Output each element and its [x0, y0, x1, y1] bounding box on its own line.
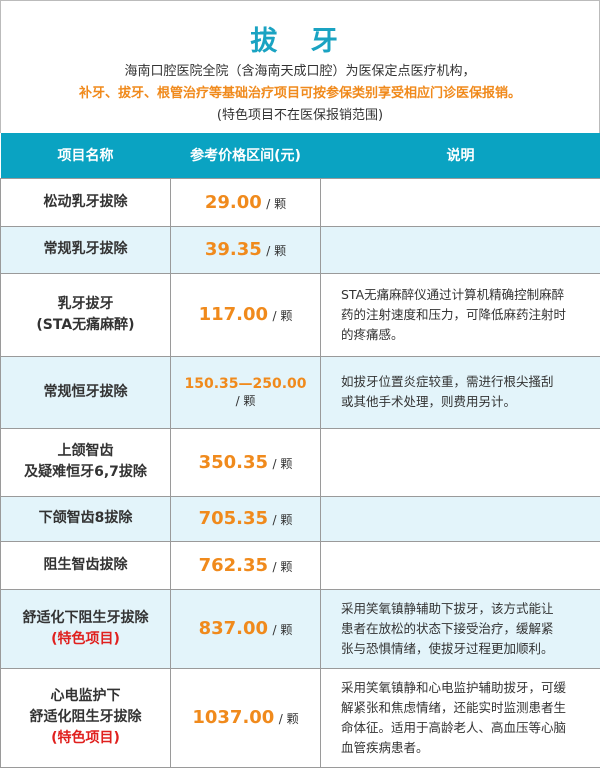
item-name: 阻生智齿拔除	[1, 555, 170, 576]
desc-line: 如拔牙位置炎症较重，需进行根尖搔刮	[341, 372, 588, 392]
item-name: (STA无痛麻醉)	[1, 315, 170, 336]
price-cell: 762.35 / 颗	[171, 541, 321, 589]
description-cell	[321, 178, 600, 226]
table-header: 项目名称 参考价格区间(元) 说明	[1, 133, 600, 178]
item-name: 常规乳牙拔除	[1, 239, 170, 260]
price-value: 39.35	[205, 239, 262, 260]
item-name: 及疑难恒牙6,7拔除	[1, 462, 170, 483]
desc-line: 或其他手术处理，则费用另计。	[341, 392, 588, 412]
featured-tag: (特色项目)	[1, 629, 170, 650]
item-name: 乳牙拔牙	[1, 294, 170, 315]
featured-tag: (特色项目)	[1, 728, 170, 749]
price-value: 29.00	[205, 192, 262, 213]
insurance-note: 补牙、拔牙、根管治疗等基础治疗项目可按参保类别享受相应门诊医保报销。	[1, 83, 599, 105]
description-cell: 如拔牙位置炎症较重，需进行根尖搔刮或其他手术处理，则费用另计。	[321, 356, 600, 428]
item-name-cell: 松动乳牙拔除	[1, 178, 171, 226]
page-title: 拔 牙	[1, 1, 599, 61]
table-row: 舒适化下阻生牙拔除(特色项目)837.00 / 颗采用笑氧镇静辅助下拔牙，该方式…	[1, 589, 600, 668]
price-value: 350.35	[199, 452, 268, 473]
price-value: 150.35—250.00	[184, 376, 306, 392]
price-cell: 837.00 / 颗	[171, 589, 321, 668]
price-cell: 117.00 / 颗	[171, 273, 321, 356]
desc-line: 命体征。适用于高龄老人、高血压等心脑	[341, 718, 588, 738]
desc-line: 患者在放松的状态下接受治疗，缓解紧	[341, 619, 588, 639]
desc-line: 采用笑氧镇静辅助下拔牙，该方式能让	[341, 599, 588, 619]
desc-line: 解紧张和焦虑情绪，还能实时监测患者生	[341, 698, 588, 718]
item-name: 上颌智齿	[1, 441, 170, 462]
description-cell: STA无痛麻醉仪通过计算机精确控制麻醉药的注射速度和压力，可降低麻药注射时的疼痛…	[321, 273, 600, 356]
price-value: 117.00	[199, 304, 268, 325]
col-price: 参考价格区间(元)	[171, 133, 321, 178]
desc-line: 采用笑氧镇静和心电监护辅助拔牙，可缓	[341, 678, 588, 698]
intro-line: 海南口腔医院全院（含海南天成口腔）为医保定点医疗机构，	[1, 61, 599, 83]
price-value: 1037.00	[192, 707, 274, 728]
item-name-cell: 阻生智齿拔除	[1, 541, 171, 589]
description-cell: 采用笑氧镇静和心电监护辅助拔牙，可缓解紧张和焦虑情绪，还能实时监测患者生命体征。…	[321, 668, 600, 767]
price-value: 762.35	[199, 555, 268, 576]
description-cell	[321, 541, 600, 589]
col-name: 项目名称	[1, 133, 171, 178]
price-unit: / 颗	[273, 309, 293, 323]
price-unit: / 颗	[266, 244, 286, 258]
item-name-cell: 常规恒牙拔除	[1, 356, 171, 428]
item-name-cell: 下颌智齿8拔除	[1, 496, 171, 541]
table-row: 常规恒牙拔除 150.35—250.00 / 颗 如拔牙位置炎症较重，需进行根尖搔刮或…	[1, 356, 600, 428]
price-cell: 350.35 / 颗	[171, 428, 321, 496]
price-value: 705.35	[199, 508, 268, 529]
item-name-cell: 乳牙拔牙(STA无痛麻醉)	[1, 273, 171, 356]
intro-section: 拔 牙 海南口腔医院全院（含海南天成口腔）为医保定点医疗机构， 补牙、拔牙、根管…	[0, 0, 600, 133]
price-unit: / 颗	[236, 394, 256, 408]
table-row: 心电监护下舒适化阻生牙拔除(特色项目)1037.00 / 颗采用笑氧镇静和心电监…	[1, 668, 600, 767]
price-unit: / 颗	[273, 513, 293, 527]
price-unit: / 颗	[266, 197, 286, 211]
item-name-cell: 舒适化下阻生牙拔除(特色项目)	[1, 589, 171, 668]
col-desc: 说明	[321, 133, 600, 178]
desc-line: 药的注射速度和压力，可降低麻药注射时	[341, 305, 588, 325]
desc-line: 血管疾病患者。	[341, 738, 588, 758]
description-cell	[321, 226, 600, 273]
item-name: 舒适化阻生牙拔除	[1, 707, 170, 728]
item-name-cell: 心电监护下舒适化阻生牙拔除(特色项目)	[1, 668, 171, 767]
price-unit: / 颗	[273, 623, 293, 637]
price-cell: 705.35 / 颗	[171, 496, 321, 541]
item-name: 常规恒牙拔除	[1, 382, 170, 403]
item-name: 下颌智齿8拔除	[1, 508, 170, 529]
description-cell	[321, 496, 600, 541]
item-name: 松动乳牙拔除	[1, 192, 170, 213]
price-cell: 39.35 / 颗	[171, 226, 321, 273]
item-name: 舒适化下阻生牙拔除	[1, 608, 170, 629]
desc-line: STA无痛麻醉仪通过计算机精确控制麻醉	[341, 285, 588, 305]
exclusion-note: (特色项目不在医保报销范围)	[1, 105, 599, 127]
item-name-cell: 上颌智齿及疑难恒牙6,7拔除	[1, 428, 171, 496]
desc-line: 张与恐惧情绪，使拔牙过程更加顺利。	[341, 639, 588, 659]
price-unit: / 颗	[279, 712, 299, 726]
item-name: 心电监护下	[1, 686, 170, 707]
description-cell	[321, 428, 600, 496]
price-unit: / 颗	[273, 457, 293, 471]
price-value: 837.00	[199, 618, 268, 639]
price-cell: 1037.00 / 颗	[171, 668, 321, 767]
desc-line: 的疼痛感。	[341, 325, 588, 345]
item-name-cell: 常规乳牙拔除	[1, 226, 171, 273]
description-cell: 采用笑氧镇静辅助下拔牙，该方式能让患者在放松的状态下接受治疗，缓解紧张与恐惧情绪…	[321, 589, 600, 668]
price-cell: 150.35—250.00 / 颗	[171, 356, 321, 428]
price-cell: 29.00 / 颗	[171, 178, 321, 226]
price-unit: / 颗	[273, 560, 293, 574]
